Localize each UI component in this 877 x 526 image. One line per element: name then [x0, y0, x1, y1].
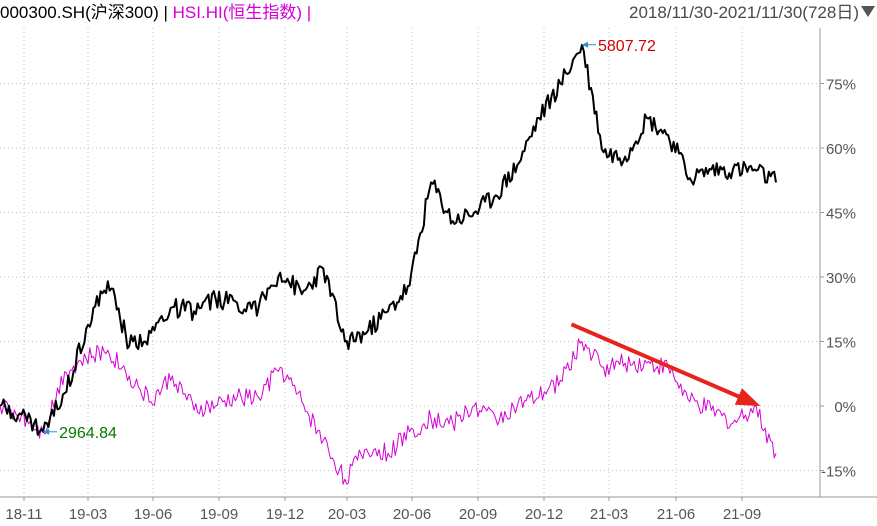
x-tick-label: 20-12 — [525, 506, 563, 523]
series-line-csi300 — [0, 43, 777, 436]
x-tick-label: 19-12 — [266, 506, 304, 523]
x-tick-label: 19-03 — [69, 506, 107, 523]
y-tick-label: 60% — [826, 141, 856, 158]
y-tick-label: 45% — [826, 206, 856, 223]
x-tick-label: 19-06 — [134, 506, 172, 523]
trend-arrow-head — [734, 388, 761, 406]
x-tick-label: 20-06 — [393, 506, 431, 523]
y-tick-label: 15% — [826, 335, 856, 352]
legend-separator: | — [163, 3, 168, 22]
trend-arrow-shaft — [570, 322, 746, 401]
x-tick-label: 20-09 — [459, 506, 497, 523]
y-tick-label: 75% — [826, 77, 856, 94]
y-tick-label: 0% — [834, 399, 856, 416]
x-tick-label: 19-09 — [200, 506, 238, 523]
y-tick-label: -15% — [821, 464, 856, 481]
date-range-selector[interactable]: 2018/11/30-2021/11/30(728日) — [629, 3, 859, 22]
chart-header: 000300.SH(沪深300) | HSI.HI(恒生指数) | — [0, 2, 311, 24]
y-tick-label: 30% — [826, 270, 856, 287]
x-tick-label: 21-06 — [657, 506, 695, 523]
annotation-high-label: 5807.72 — [598, 38, 656, 55]
x-tick-label: 21-09 — [723, 506, 761, 523]
x-tick-label: 21-03 — [590, 506, 628, 523]
annotation-arrowhead — [43, 428, 50, 435]
caret-down-icon[interactable] — [861, 6, 875, 17]
series-line-hsi — [0, 338, 777, 485]
x-tick-label: 18-11 — [5, 506, 42, 523]
series2-legend[interactable]: HSI.HI(恒生指数) — [172, 3, 303, 22]
annotation-low-label: 2964.84 — [59, 425, 117, 442]
legend-trailing-separator: | — [306, 3, 312, 22]
annotation-arrowhead — [582, 41, 588, 48]
x-tick-label: 20-03 — [328, 506, 366, 523]
series1-legend[interactable]: 000300.SH(沪深300) — [0, 3, 159, 22]
